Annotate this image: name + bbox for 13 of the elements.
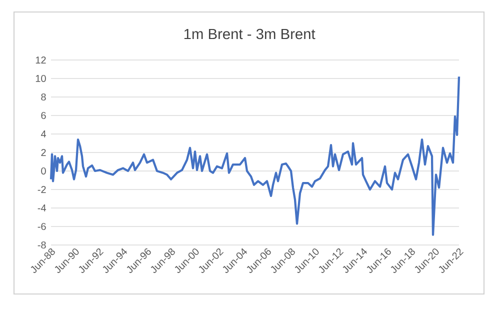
y-tick-label: 2 [41,148,46,156]
y-tick-label: -6 [38,222,46,230]
y-tick-label: -2 [38,186,46,193]
y-tick-label: -4 [38,204,46,212]
y-tick-label: 0 [41,167,46,175]
y-tick-label: 12 [36,56,46,64]
y-tick-label: 6 [41,112,46,120]
y-tick-label: 4 [40,130,46,138]
y-tick-label: 8 [41,93,46,101]
y-tick-label: 10 [36,74,46,82]
chart-title: 1m Brent - 3m Brent [184,28,316,40]
line-series [50,76,460,236]
y-tick-label: -8 [38,241,46,249]
